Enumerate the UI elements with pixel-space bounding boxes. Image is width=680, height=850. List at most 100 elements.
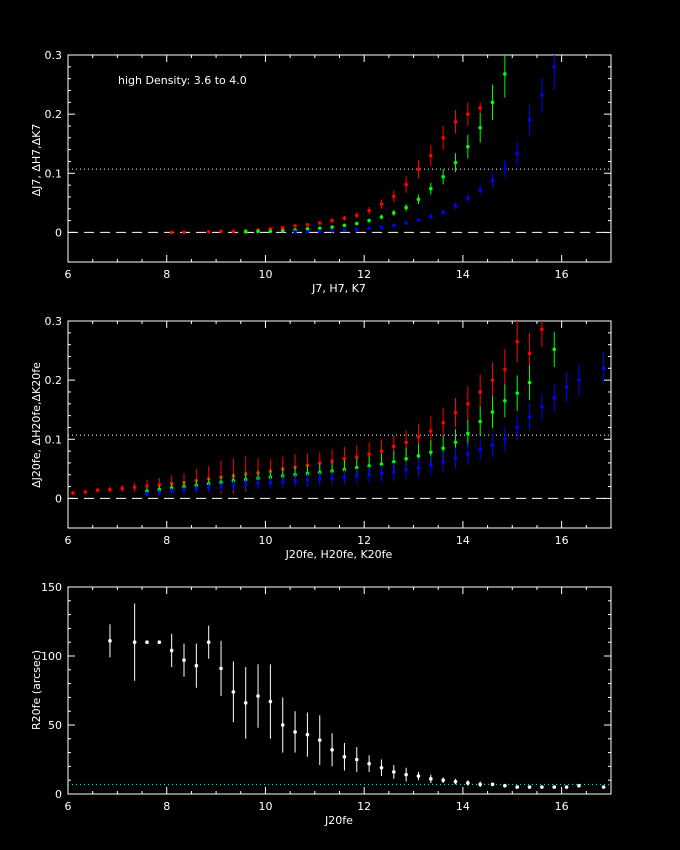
y-tick-label: 0.3 [45, 49, 63, 62]
x-tick-label: 6 [65, 534, 72, 547]
data-point [219, 229, 223, 234]
data-point [441, 778, 445, 782]
data-point [231, 690, 236, 694]
y-tick-label: 0.1 [45, 167, 63, 180]
data-point [466, 402, 470, 406]
data-point [540, 93, 544, 98]
data-point [379, 449, 384, 453]
x-tick-label: 8 [163, 534, 170, 547]
data-point [182, 230, 186, 235]
data-point [132, 485, 137, 489]
data-point [404, 457, 408, 461]
x-tick-label: 10 [258, 534, 272, 547]
data-point [330, 228, 334, 233]
data-point [157, 490, 162, 495]
data-point [342, 457, 347, 461]
panel-3-xlabel: J20fe [324, 814, 353, 827]
data-point [354, 213, 359, 218]
data-point [95, 488, 100, 492]
data-point [379, 215, 384, 219]
y-tick-label: 0 [55, 226, 62, 239]
data-point [416, 465, 421, 470]
data-point [441, 446, 445, 450]
data-point [392, 211, 396, 215]
data-point [416, 774, 421, 778]
data-point [503, 367, 507, 372]
data-point [342, 754, 347, 759]
data-point [317, 229, 322, 234]
data-point [342, 216, 347, 221]
data-point [416, 218, 421, 222]
data-point [416, 167, 421, 171]
y-tick-label: 0 [55, 788, 62, 801]
data-point [367, 472, 371, 477]
data-point [466, 452, 470, 456]
data-point [379, 225, 384, 229]
data-point [564, 385, 569, 390]
data-point [392, 223, 396, 228]
data-point [256, 229, 260, 234]
data-point [219, 484, 223, 489]
data-point [466, 781, 470, 785]
data-point [305, 227, 310, 231]
data-point [503, 72, 507, 76]
data-point [490, 378, 495, 382]
x-tick-label: 8 [163, 800, 170, 813]
data-point [354, 227, 359, 232]
data-point [367, 464, 371, 468]
data-point [490, 178, 495, 183]
data-point [416, 454, 421, 458]
data-point [503, 166, 507, 171]
data-point [379, 462, 384, 466]
data-point [429, 153, 433, 158]
data-point [441, 175, 445, 179]
y-tick-label: 0 [55, 492, 62, 505]
data-point [83, 490, 88, 494]
data-point [478, 106, 482, 111]
data-point [367, 208, 371, 213]
data-point [342, 223, 347, 228]
data-point [503, 399, 507, 403]
data-point [429, 429, 433, 433]
data-point [392, 194, 396, 199]
data-point [466, 112, 470, 116]
data-point [206, 640, 211, 644]
x-tick-label: 10 [258, 800, 272, 813]
data-point [478, 188, 482, 192]
x-tick-label: 16 [555, 534, 569, 547]
y-tick-label: 0.2 [45, 374, 63, 387]
x-tick-label: 12 [357, 534, 371, 547]
x-tick-label: 12 [357, 268, 371, 281]
data-point [601, 366, 606, 371]
data-point [293, 478, 297, 483]
data-point [243, 230, 248, 234]
data-point [540, 404, 544, 409]
data-point [305, 732, 310, 737]
data-point [330, 225, 334, 229]
data-point [280, 480, 285, 484]
panel-2-xlabel: J20fe, H20fe, K20fe [285, 548, 393, 561]
panel-1-annotation: high Density: 3.6 to 4.0 [118, 74, 247, 87]
data-point [206, 485, 211, 490]
x-tick-label: 14 [456, 268, 470, 281]
data-point [145, 491, 149, 496]
data-point [169, 648, 174, 653]
data-point [354, 465, 359, 470]
data-point [354, 221, 359, 226]
data-point [441, 420, 445, 425]
data-point [404, 772, 408, 777]
data-point [392, 459, 396, 464]
data-point [268, 229, 273, 234]
data-point [280, 723, 285, 727]
data-point [515, 425, 520, 430]
data-point [108, 639, 112, 643]
data-point [354, 757, 359, 762]
data-point [330, 218, 334, 223]
data-point [552, 347, 557, 352]
data-point [317, 461, 322, 465]
data-point [305, 230, 310, 234]
data-point [466, 196, 470, 200]
data-point [280, 225, 285, 230]
data-point [441, 210, 445, 215]
data-point [157, 640, 162, 644]
